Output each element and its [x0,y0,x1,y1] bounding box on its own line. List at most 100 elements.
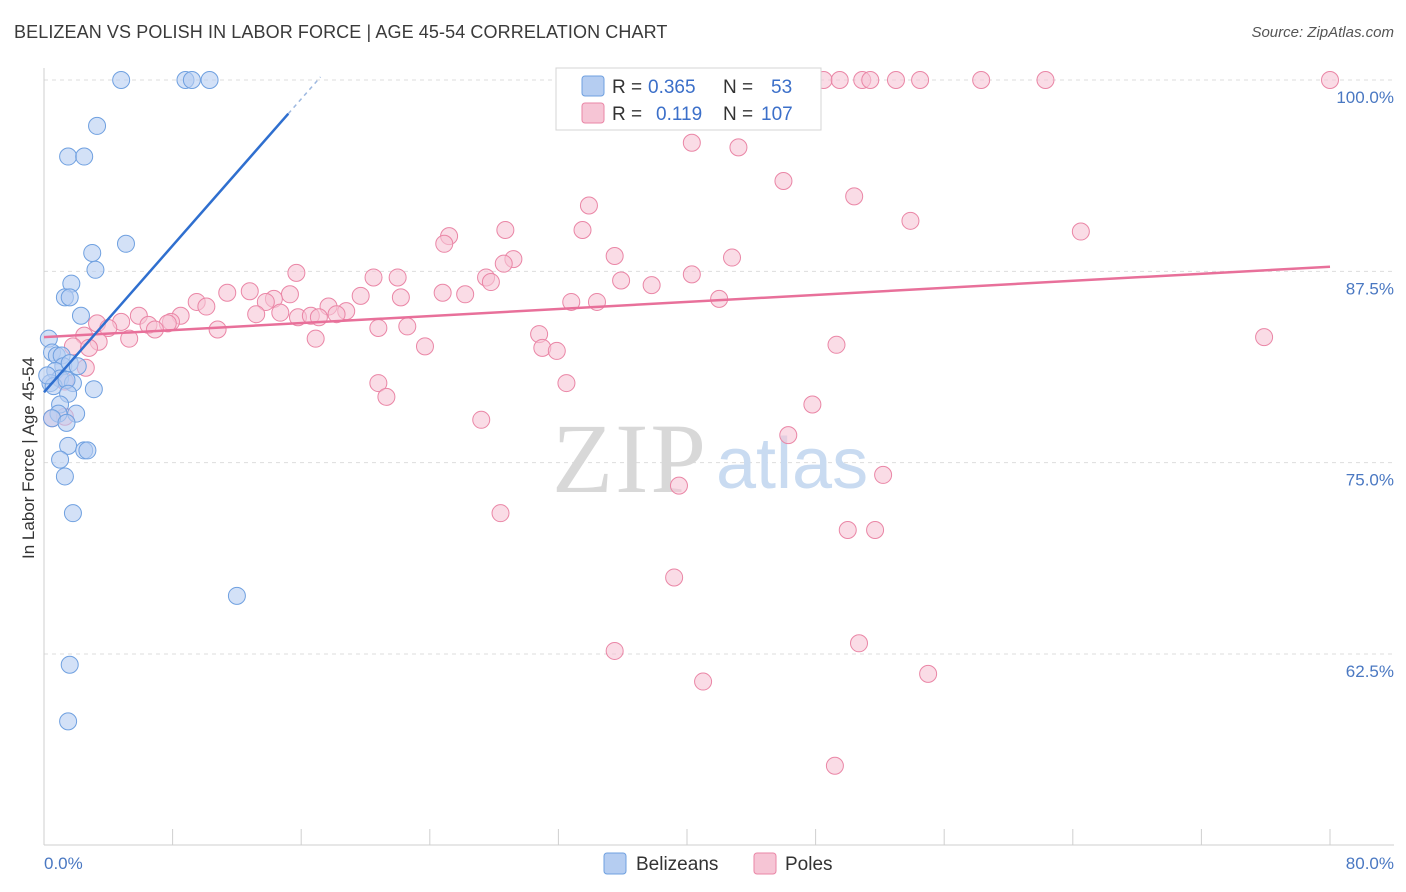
belizeans-trendline-extension [287,76,322,115]
pole-point [1071,222,1090,241]
pole-point [456,285,475,304]
pole-point [612,271,631,290]
pole-point [472,410,491,429]
y-tick-label: 87.5% [1346,279,1394,298]
legend-n-label-belizeans: N = [723,77,753,98]
belizean-point [182,71,201,89]
pole-point [850,634,869,653]
pole-point [256,292,275,311]
pole-point [825,756,844,775]
pole-point [145,320,164,339]
pole-point [415,337,434,356]
bottom-legend-label-poles: Poles [785,854,833,875]
belizean-point [38,366,57,385]
pole-point [605,247,624,266]
pole-point [327,305,346,324]
pole-point [1036,71,1055,89]
pole-point [557,374,576,393]
pole-point [547,341,566,360]
pole-point [208,320,227,339]
belizean-point [83,243,102,262]
legend-n-label-poles: N = [723,104,753,125]
belizean-point [84,380,103,399]
pole-point [398,317,417,336]
pole-point [827,335,846,354]
pole-point [364,268,383,287]
pole-point [886,71,905,89]
pole-point [306,329,325,348]
pole-point [247,305,266,324]
belizean-point [71,306,90,325]
pole-point [1321,71,1339,89]
pole-point [861,71,880,89]
pole-point [919,664,938,683]
pole-point [874,465,893,484]
pole-point [481,273,500,292]
legend-n-value-belizeans: 53 [771,77,792,98]
axes [43,68,1394,846]
pole-point [694,672,713,691]
belizean-point [63,504,82,523]
x-tick-labels: 0.0% 80.0% [44,854,1394,873]
belizean-point [60,655,79,674]
pole-point [682,265,701,284]
bottom-legend-label-belizeans: Belizeans [636,854,718,875]
chart-title: BELIZEAN VS POLISH IN LABOR FORCE | AGE … [14,22,668,42]
pole-point [240,282,259,301]
pole-point [491,504,510,523]
belizeans-trendline [43,112,290,394]
belizean-point [227,586,246,605]
poles-trendline [43,265,1331,339]
belizean-point [59,147,78,166]
pole-point [120,329,139,348]
belizean-point [68,357,87,376]
trendlines [43,76,1331,394]
belizean-point [75,147,94,166]
pole-point [377,387,396,406]
pole-point [605,641,624,660]
pole-point [433,283,452,302]
pole-point [774,172,793,191]
pole-point [579,196,598,215]
source-label: Source: ZipAtlas.com [1251,24,1394,41]
pole-point [830,71,849,89]
pole-point [838,521,857,540]
legend-swatch-poles [581,102,605,124]
pole-point [723,248,742,267]
y-tick-labels: 100.0% 87.5% 75.0% 62.5% [1336,88,1394,681]
legend-r-label-poles: R = [612,104,642,125]
pole-point [573,221,592,240]
pole-point [369,318,388,337]
y-tick-label: 62.5% [1346,662,1394,681]
x-tick-label: 0.0% [44,854,83,873]
belizean-point [57,413,76,432]
pole-point [682,133,701,152]
bottom-legend-swatch-poles [753,852,777,875]
pole-point [218,283,237,302]
pole-point [287,263,306,282]
belizean-point [88,116,107,135]
belizean-point [86,260,105,279]
belizean-point [60,288,79,307]
x-tick-label: 80.0% [1346,854,1394,873]
x-ticks [43,829,1331,845]
bottom-legend: Belizeans Poles [603,852,833,875]
poles-points [43,71,1339,775]
pole-point [866,521,885,540]
legend-r-value-belizeans: 0.365 [648,77,696,98]
pole-point [803,395,822,414]
watermark: ZIP atlas [552,403,868,514]
belizean-point [112,71,131,89]
pole-point [271,303,290,322]
belizean-point [55,467,74,486]
pole-point [280,285,299,304]
pole-point [494,254,513,273]
y-axis-title: In Labor Force | Age 45-54 [19,357,38,559]
belizean-point [51,450,70,469]
pole-point [972,71,991,89]
pole-point [1255,328,1274,347]
pole-point [642,276,661,295]
belizeans-points [38,71,246,731]
legend-swatch-belizeans [581,75,605,97]
